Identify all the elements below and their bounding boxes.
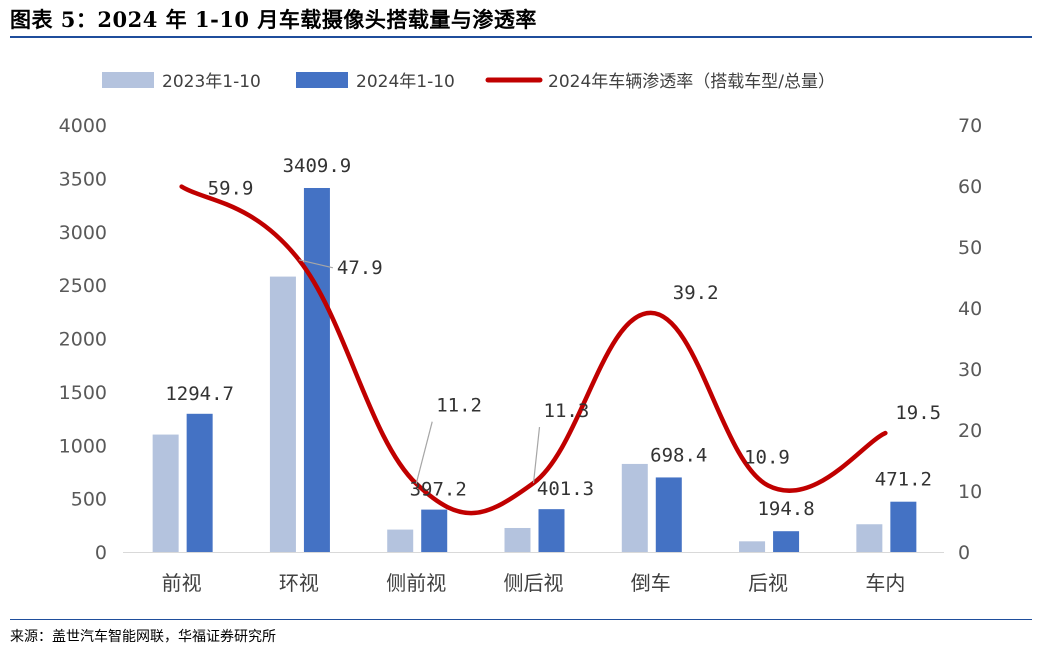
legend-label-2024: 2024年1-10: [356, 72, 455, 92]
bar-value-label: 1294.7: [165, 383, 234, 405]
legend-swatch-2023: [102, 72, 154, 88]
bar-2024: [538, 509, 565, 552]
bar-value-label: 3409.9: [283, 155, 352, 177]
y-left-tick-label: 3000: [59, 222, 107, 244]
bar-value-label: 194.8: [757, 498, 814, 520]
y-right-tick-label: 40: [958, 298, 982, 320]
y-left-tick-label: 2000: [59, 329, 107, 351]
bar-2024: [303, 187, 330, 553]
y-left-tick-label: 2500: [59, 275, 107, 297]
legend-swatch-2024: [296, 72, 348, 88]
y-right-tick-label: 0: [958, 542, 970, 564]
bar-value-label: 397.2: [410, 479, 467, 501]
y-left-tick-label: 3500: [59, 168, 107, 190]
line-label-leader: [532, 427, 541, 484]
line-value-label: 39.2: [673, 282, 719, 304]
y-right-tick-label: 70: [958, 115, 982, 137]
legend-label-rate: 2024年车辆渗透率（搭载车型/总量）: [548, 72, 835, 92]
line-value-label: 10.9: [744, 447, 790, 469]
x-category-label: 侧前视: [386, 571, 446, 595]
line-label-leader: [298, 259, 334, 269]
bar-2023: [504, 527, 531, 552]
x-category-label: 侧后视: [504, 571, 564, 595]
x-category-label: 车内: [865, 571, 905, 595]
x-category-label: 后视: [748, 571, 788, 595]
bar-2024: [421, 509, 448, 552]
y-right-tick-label: 10: [958, 481, 982, 503]
title-rule: [10, 36, 1032, 38]
bar-2023: [739, 541, 766, 552]
y-right-tick-label: 20: [958, 420, 982, 442]
line-value-label: 11.2: [436, 395, 482, 417]
y-left-tick-label: 1500: [59, 382, 107, 404]
y-right-tick-label: 60: [958, 176, 982, 198]
source-note: 来源：盖世汽车智能网联，华福证券研究所: [10, 629, 276, 645]
y-left-tick-label: 0: [95, 542, 107, 564]
bar-2023: [856, 524, 883, 552]
y-left-tick-label: 500: [71, 489, 107, 511]
y-right-tick-label: 50: [958, 237, 982, 259]
bar-value-label: 698.4: [650, 444, 707, 466]
footer-rule: [10, 619, 1032, 620]
bar-2023: [387, 529, 414, 552]
bar-2023: [269, 276, 296, 552]
chart-title: 图表 5：2024 年 1-10 月车载摄像头搭载量与渗透率: [10, 7, 537, 32]
line-value-label: 47.9: [337, 257, 383, 279]
bar-2023: [621, 463, 648, 552]
y-left-tick-label: 1000: [59, 435, 107, 457]
bar-2024: [890, 501, 917, 552]
y-right-tick-label: 30: [958, 359, 982, 381]
y-left-tick-label: 4000: [59, 115, 107, 137]
bar-2023: [152, 434, 179, 552]
legend-label-2023: 2023年1-10: [162, 72, 261, 92]
line-label-leader: [415, 421, 433, 484]
x-category-label: 环视: [279, 571, 319, 595]
x-category-label: 前视: [162, 571, 202, 595]
bar-2024: [655, 477, 682, 552]
bar-value-label: 471.2: [875, 469, 932, 491]
line-value-label: 19.5: [895, 402, 941, 424]
bar-2024: [773, 531, 800, 552]
line-value-label: 59.9: [208, 178, 254, 200]
x-category-label: 倒车: [631, 571, 671, 595]
line-value-label: 11.3: [544, 400, 590, 422]
bar-value-label: 401.3: [537, 478, 594, 500]
bar-2024: [186, 413, 213, 552]
